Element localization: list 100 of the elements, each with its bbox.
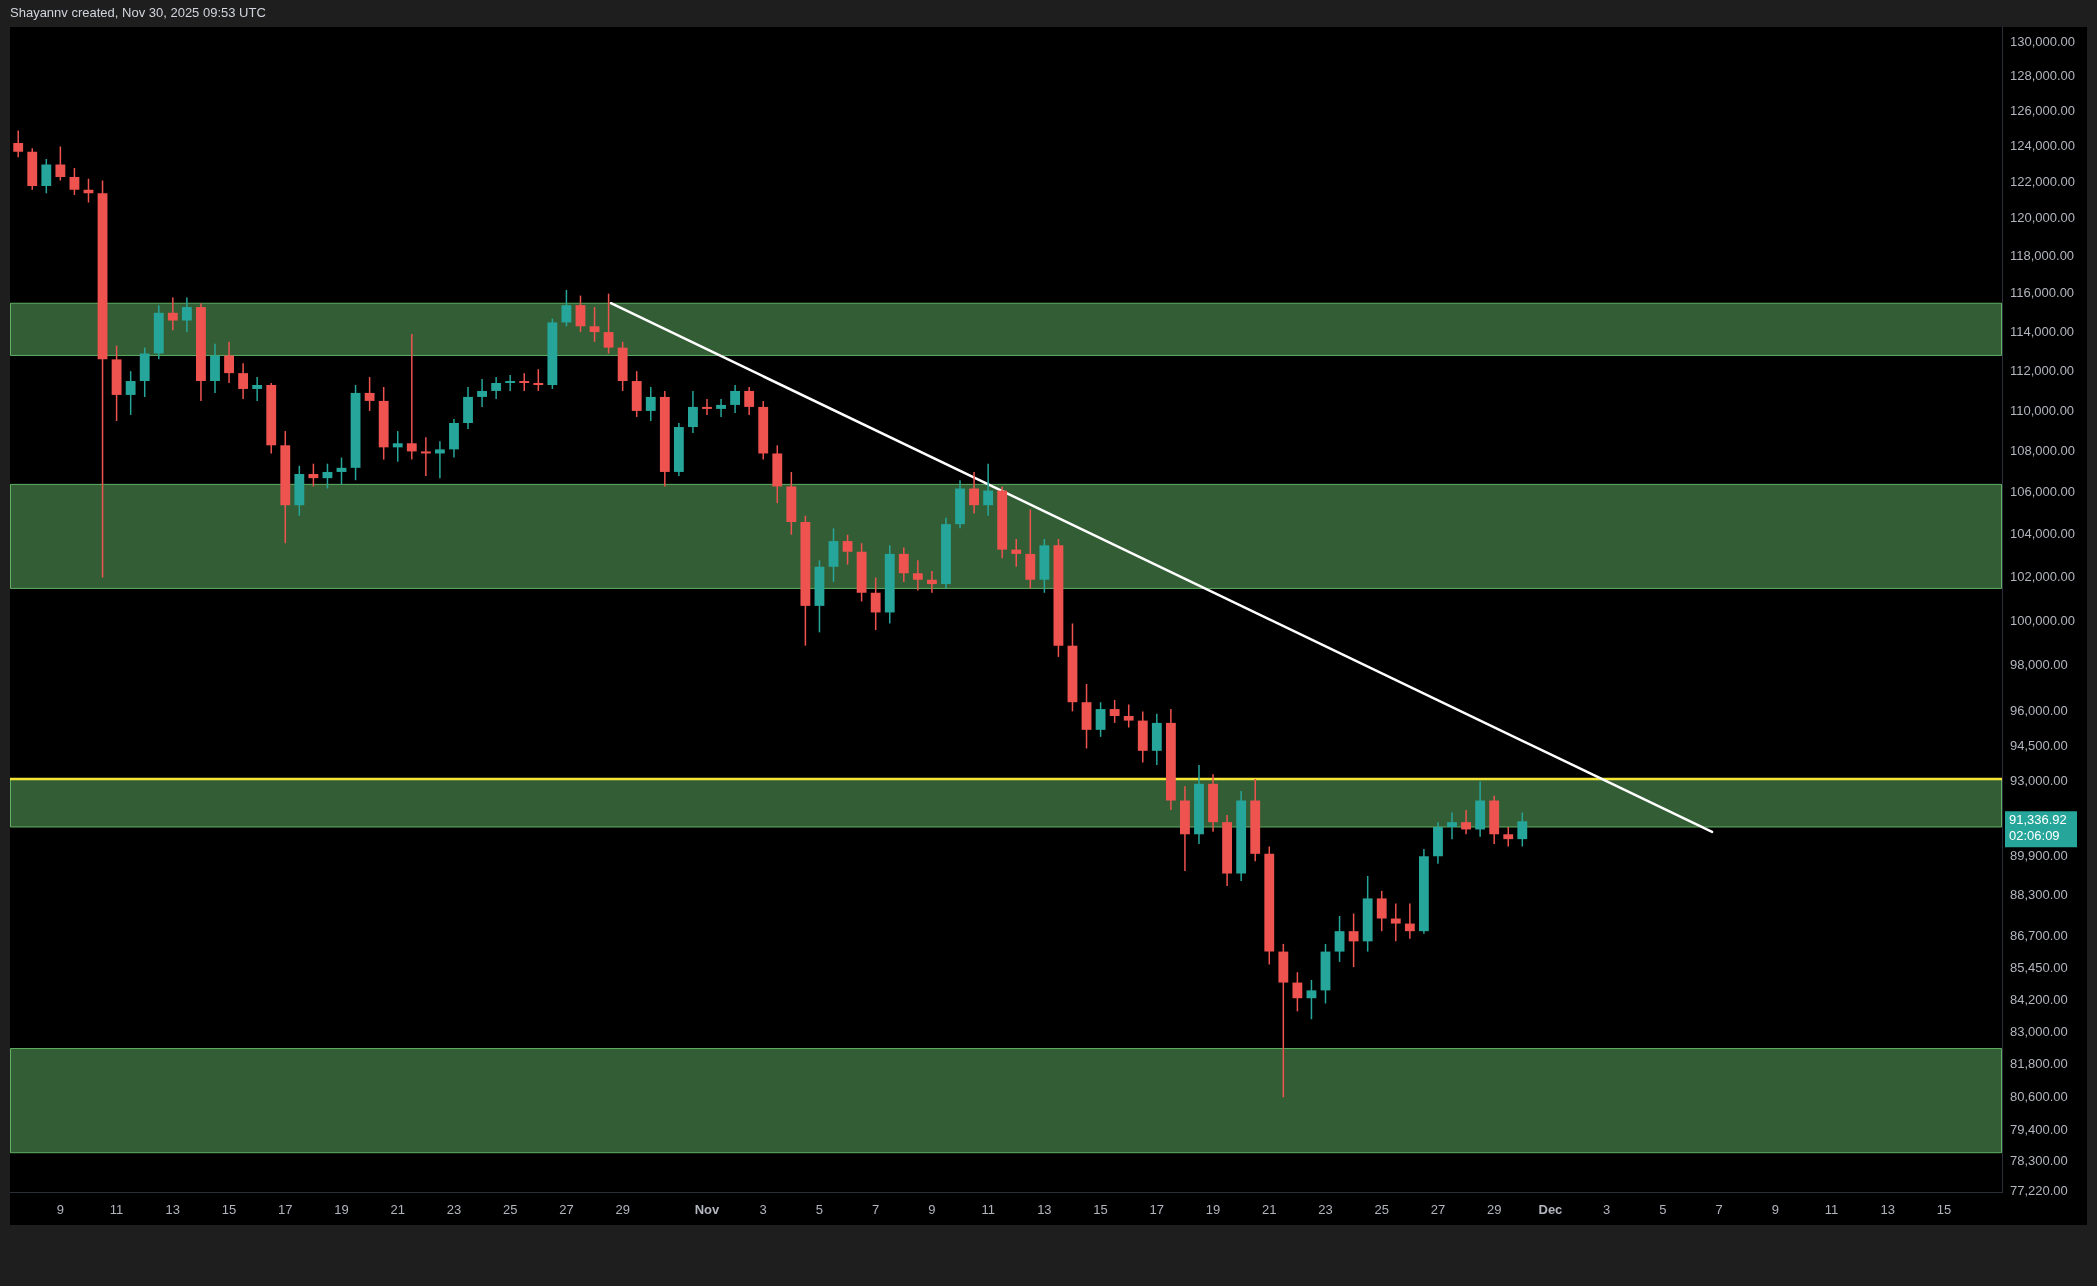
- candlestick: [1447, 811, 1457, 840]
- x-tick-label: 15: [221, 1201, 237, 1217]
- y-tick-label: 88,300.00: [2010, 887, 2068, 903]
- y-tick-label: 118,000.00: [2010, 247, 2075, 263]
- candlestick: [69, 167, 80, 196]
- candlestick: [702, 398, 712, 416]
- candlestick: [926, 570, 937, 594]
- x-tick-label: 19: [334, 1201, 349, 1217]
- candlestick: [744, 386, 755, 416]
- candlestick: [842, 533, 853, 566]
- x-tick-label: 15: [1093, 1201, 1108, 1217]
- y-tick-label: 79,400.00: [2010, 1121, 2068, 1137]
- y-tick-label: 112,000.00: [2010, 362, 2075, 378]
- candlestick: [983, 462, 994, 517]
- candlestick: [1109, 699, 1120, 724]
- x-tick-label: 9: [56, 1201, 64, 1217]
- x-tick-label: 23: [446, 1201, 462, 1217]
- y-tick-label: 78,300.00: [2010, 1152, 2068, 1168]
- x-tick-label: 21: [1262, 1201, 1277, 1217]
- candlestick: [477, 378, 487, 408]
- y-tick-label: 108,000.00: [2010, 443, 2076, 458]
- chart-title: Shayannv created, Nov 30, 2025 09:53 UTC: [10, 5, 266, 20]
- candlestick: [645, 386, 656, 422]
- y-tick-label: 102,000.00: [2010, 569, 2076, 585]
- x-tick-label: 3: [1603, 1201, 1611, 1217]
- y-tick-label: 124,000.00: [2010, 138, 2076, 154]
- y-tick-label: 94,500.00: [2010, 737, 2068, 753]
- x-tick-label: 21: [390, 1201, 405, 1217]
- candlestick: [1517, 811, 1528, 848]
- x-tick-label: 9: [928, 1201, 936, 1217]
- candlestick: [1461, 809, 1471, 836]
- candlestick: [181, 296, 192, 333]
- x-tick-label: 27: [1430, 1201, 1446, 1217]
- candlestick: [1123, 703, 1134, 729]
- candlestick: [406, 333, 417, 461]
- candlestick: [364, 376, 375, 412]
- y-tick-label: 120,000.00: [2010, 210, 2076, 226]
- candlestick: [575, 294, 586, 333]
- y-tick-label: 116,000.00: [2010, 285, 2075, 301]
- y-tick-label: 96,000.00: [2010, 702, 2068, 718]
- text: 91,336.92: [2009, 811, 2067, 827]
- y-tick-label: 128,000.00: [2010, 68, 2076, 84]
- candlestick: [1292, 971, 1303, 1013]
- candlestick: [1306, 979, 1317, 1021]
- y-tick-label: 85,450.00: [2010, 959, 2068, 975]
- candlestick: [589, 306, 600, 343]
- y-tick-label: 110,000.00: [2010, 402, 2075, 418]
- y-tick-label: 106,000.00: [2010, 484, 2076, 500]
- candlestick: [392, 430, 403, 463]
- candlestick: [434, 440, 445, 479]
- y-tick-label: 130,000.00: [2010, 33, 2076, 49]
- candlestick: [167, 296, 178, 331]
- candlestick: [1095, 701, 1106, 738]
- candlestick: [688, 390, 698, 434]
- candlestick: [1011, 538, 1022, 568]
- x-tick-label: 25: [502, 1201, 518, 1217]
- candlestick: [13, 129, 24, 158]
- y-tick-label: 98,000.00: [2010, 657, 2068, 673]
- candlestick: [491, 376, 502, 400]
- x-tick-label: 29: [1486, 1201, 1502, 1217]
- x-tick-label: 11: [109, 1201, 124, 1217]
- candlestick: [125, 370, 136, 416]
- y-tick-label: 100,000.00: [2010, 612, 2076, 628]
- x-tick-label: 5: [815, 1201, 824, 1217]
- x-tick-label: 11: [1824, 1201, 1839, 1217]
- x-tick-label: 11: [981, 1201, 995, 1217]
- y-tick-label: 80,600.00: [2010, 1088, 2068, 1104]
- candlestick: [969, 471, 979, 515]
- candlestick: [55, 145, 66, 182]
- candlestick: [603, 292, 614, 355]
- x-tick-label: 25: [1374, 1201, 1389, 1217]
- candlestick: [912, 559, 923, 592]
- x-tick-label: 5: [1659, 1201, 1667, 1217]
- candlestick: [561, 289, 572, 328]
- candlestick: [420, 436, 431, 477]
- y-tick-label: 122,000.00: [2010, 173, 2076, 189]
- x-tick-label: 19: [1205, 1201, 1221, 1217]
- candlestick: [1503, 826, 1514, 848]
- candlestick: [1334, 915, 1345, 963]
- y-tick-label: 126,000.00: [2010, 102, 2076, 118]
- candlestick: [1376, 890, 1387, 932]
- y-tick-label: 81,800.00: [2010, 1056, 2068, 1072]
- x-tick-label: Dec: [1538, 1201, 1563, 1217]
- x-tick-label: 15: [1936, 1201, 1952, 1217]
- candlestick: [1390, 902, 1401, 943]
- text: 02:06:09: [2009, 827, 2060, 843]
- x-tick-label: 9: [1771, 1201, 1779, 1217]
- x-tick-label: 7: [1715, 1201, 1723, 1217]
- candlestick: [252, 376, 263, 402]
- x-tick-label: 3: [759, 1201, 767, 1217]
- x-tick-label: Nov: [694, 1201, 721, 1217]
- x-tick-label: 13: [1880, 1201, 1896, 1217]
- candlestick: [870, 576, 881, 631]
- candlestick: [505, 374, 516, 392]
- x-tick-label: 29: [615, 1201, 630, 1217]
- y-tick-label: 86,700.00: [2010, 927, 2068, 943]
- candlestick: [1348, 912, 1359, 968]
- candlestick: [224, 341, 234, 384]
- y-tick-label: 93,000.00: [2010, 773, 2068, 789]
- candlestick: [1404, 902, 1415, 940]
